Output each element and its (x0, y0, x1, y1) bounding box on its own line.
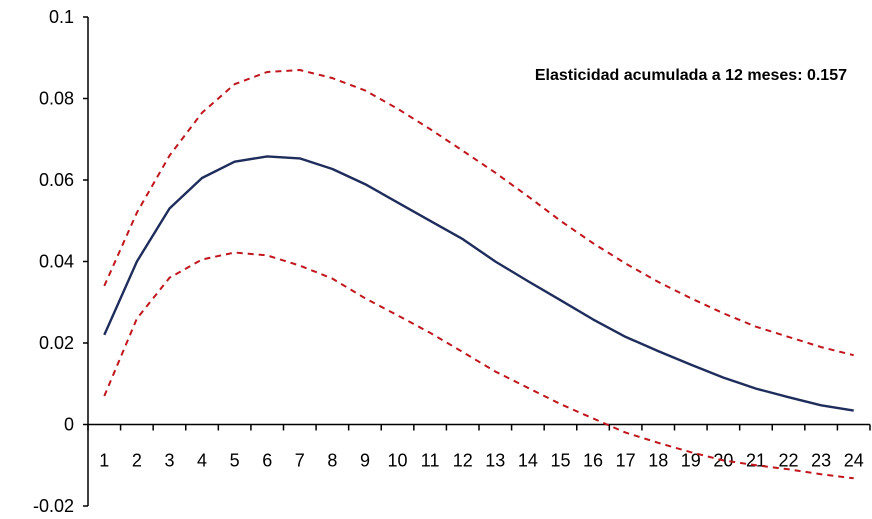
x-tick-label: 5 (230, 451, 240, 471)
x-tick-label: 16 (583, 451, 603, 471)
y-tick-label: -0.02 (33, 496, 74, 516)
y-tick-label: 0.1 (49, 7, 74, 27)
x-tick-label: 14 (518, 451, 538, 471)
x-tick-label: 3 (164, 451, 174, 471)
x-tick-label: 7 (295, 451, 305, 471)
y-tick-label: 0 (64, 415, 74, 435)
series-line-lower-band (103, 251, 854, 480)
y-tick-label: 0.02 (39, 333, 74, 353)
series-layer (103, 69, 854, 480)
x-tick-label: 23 (811, 451, 831, 471)
x-tick-label: 12 (453, 451, 473, 471)
y-tick-label: 0.06 (39, 170, 74, 190)
x-tick-label: 13 (485, 451, 505, 471)
x-tick-label: 2 (132, 451, 142, 471)
x-tick-label: 11 (421, 451, 440, 471)
x-tick-label: 4 (197, 451, 207, 471)
x-tick-label: 6 (262, 451, 272, 471)
x-tick-label: 9 (360, 451, 370, 471)
x-tick-label: 17 (616, 451, 636, 471)
x-tick-label: 24 (844, 451, 864, 471)
x-tick-label: 10 (388, 451, 408, 471)
x-tick-label: 8 (327, 451, 337, 471)
x-tick-label: 15 (550, 451, 570, 471)
x-tick-label: 22 (779, 451, 799, 471)
series-line-estimate (103, 155, 854, 412)
y-tick-label: 0.04 (39, 252, 74, 272)
series-line-upper-band (103, 69, 854, 357)
x-tick-label: 18 (648, 451, 668, 471)
annotation-text: Elasticidad acumulada a 12 meses: 0.157 (535, 67, 847, 84)
x-tick-label: 21 (746, 451, 766, 471)
x-tick-label: 1 (99, 451, 109, 471)
x-tick-label: 19 (681, 451, 701, 471)
y-tick-label: 0.08 (39, 89, 74, 109)
